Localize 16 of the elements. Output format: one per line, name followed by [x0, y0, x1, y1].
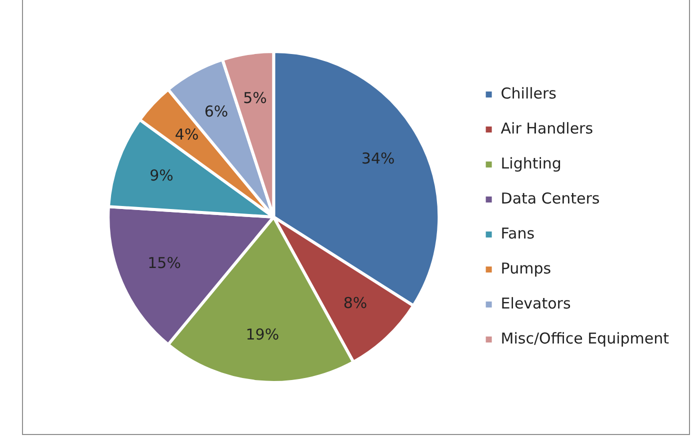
data-label: 5% — [243, 89, 267, 108]
legend-label: Chillers — [500, 84, 557, 102]
legend-label: Pumps — [500, 259, 552, 278]
legend-label: Air Handlers — [500, 119, 594, 138]
legend-label: Lighting — [500, 154, 562, 172]
data-label: 8% — [343, 294, 368, 312]
legend-label: Fans — [500, 224, 535, 242]
data-label: 15% — [148, 254, 181, 272]
legend-label: Elevators — [500, 294, 571, 312]
data-label: 9% — [150, 166, 174, 185]
data-label: 34% — [361, 149, 395, 168]
legend-label: Misc/Office Equipment — [500, 329, 670, 348]
data-label: 6% — [204, 102, 228, 120]
legend-label: Data Centers — [500, 189, 600, 208]
data-label: 19% — [246, 326, 280, 344]
data-label: 4% — [174, 125, 199, 144]
